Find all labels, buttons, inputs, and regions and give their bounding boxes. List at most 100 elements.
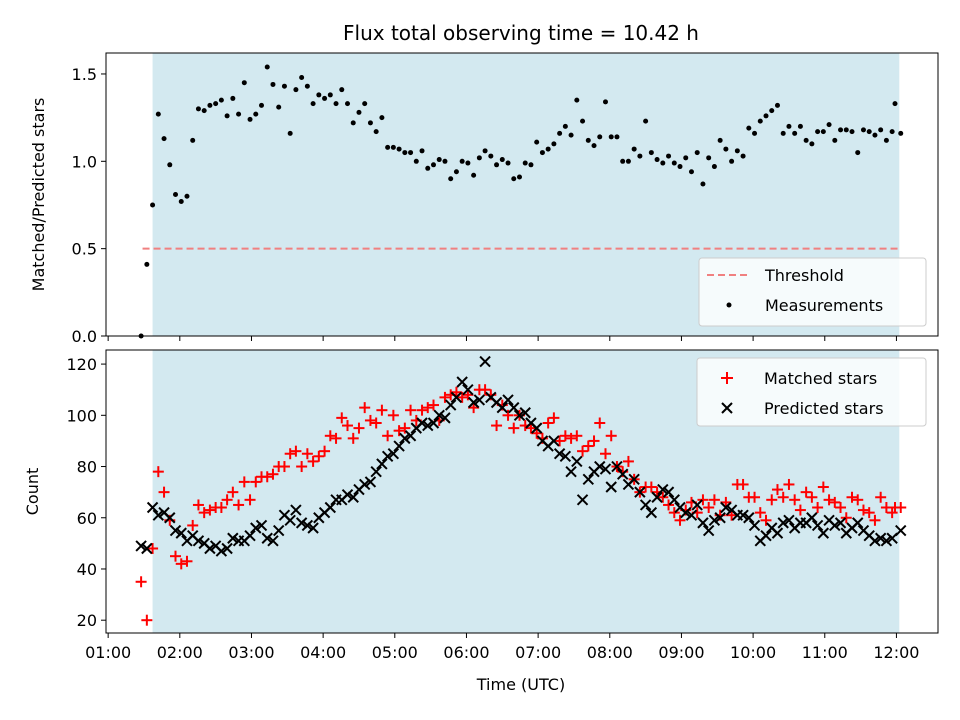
predicted-star-marker <box>691 499 703 511</box>
matched-star-marker <box>645 481 657 493</box>
measurement-point <box>287 130 293 136</box>
predicted-star-marker <box>668 494 680 506</box>
matched-star-marker <box>823 494 835 506</box>
matched-star-marker <box>663 499 675 511</box>
matched-star-marker <box>342 420 354 432</box>
predicted-stars-points <box>135 355 907 557</box>
measurement-point <box>780 130 786 136</box>
bottom-y-tick-label: 40 <box>77 560 97 579</box>
x-tick-label: 11:00 <box>802 643 848 662</box>
predicted-star-marker <box>628 473 640 486</box>
measurement-point <box>201 108 207 114</box>
x-tick-label: 08:00 <box>587 643 633 662</box>
predicted-star-marker <box>364 476 377 488</box>
predicted-star-marker <box>204 542 216 555</box>
matched-star-marker <box>319 445 331 457</box>
measurement-point <box>402 150 408 156</box>
matched-star-marker <box>789 494 801 506</box>
measurement-point <box>849 129 855 135</box>
predicted-star-marker <box>548 435 560 447</box>
predicted-star-marker <box>370 465 382 478</box>
bottom-legend: Matched stars Predicted stars <box>696 357 927 427</box>
measurement-point <box>883 137 889 143</box>
measurement-point <box>345 101 351 107</box>
measurement-point <box>769 108 775 114</box>
measurement-point <box>190 137 196 143</box>
predicted-star-marker <box>743 512 755 524</box>
bottom-y-ticks: 20 40 60 80 100 120 <box>66 355 106 630</box>
matched-star-marker <box>554 435 566 447</box>
measurement-point <box>304 83 310 89</box>
measurement-point <box>448 176 454 182</box>
predicted-star-marker <box>244 529 256 542</box>
measurement-point <box>898 130 904 136</box>
matched-star-marker <box>198 507 210 519</box>
predicted-star-marker <box>662 486 675 498</box>
measurement-point <box>734 148 740 154</box>
predicted-star-marker <box>473 394 486 406</box>
predicted-star-marker <box>811 519 824 532</box>
measurement-point <box>855 150 861 156</box>
measurement-point <box>534 139 540 145</box>
predicted-star-marker <box>387 448 400 460</box>
matched-star-marker <box>382 430 394 442</box>
matched-star-marker <box>233 499 245 511</box>
predicted-star-marker <box>817 527 830 539</box>
predicted-star-marker <box>571 455 583 468</box>
measurement-point <box>706 155 712 161</box>
predicted-star-marker <box>697 517 709 529</box>
measurement-point <box>677 164 683 170</box>
x-tick-label: 04:00 <box>300 643 346 662</box>
bottom-plot-frame <box>105 349 939 634</box>
matched-star-marker <box>364 414 376 426</box>
measurement-point <box>820 129 826 135</box>
measurement-point <box>620 158 626 164</box>
top-y-tick-label: 0.0 <box>72 327 97 346</box>
predicted-star-marker <box>895 524 907 537</box>
measurement-point <box>293 87 299 93</box>
predicted-star-marker <box>135 540 147 552</box>
matched-star-marker <box>863 507 875 519</box>
matched-star-marker <box>347 432 359 444</box>
measurement-point <box>390 144 396 150</box>
predicted-star-marker <box>714 512 726 524</box>
predicted-star-marker <box>639 499 652 511</box>
matched-star-marker <box>261 471 273 483</box>
predicted-star-marker <box>347 491 359 503</box>
predicted-star-marker <box>720 501 732 514</box>
predicted-star-marker <box>513 409 526 422</box>
bottom-x-ticks: 01:00 02:00 03:00 04:00 05:00 06:00 07:00 08:00… <box>85 633 919 662</box>
predicted-star-marker <box>381 450 394 462</box>
measurement-point <box>637 153 643 159</box>
predicted-star-marker <box>422 419 434 432</box>
measurement-point <box>860 127 866 133</box>
matched-star-marker <box>582 440 594 452</box>
measurement-point <box>832 137 838 143</box>
predicted-star-marker <box>433 409 445 422</box>
predicted-star-marker <box>834 517 847 529</box>
predicted-star-marker <box>295 517 308 529</box>
matched-star-marker <box>359 402 371 414</box>
predicted-star-marker <box>651 491 663 503</box>
count-panel: 20 40 60 80 100 120 01:00 02:00 03:00 04:00 05:00… <box>23 349 939 694</box>
predicted-star-marker <box>777 517 789 529</box>
predicted-star-marker <box>582 473 594 486</box>
matched-star-marker <box>508 422 520 434</box>
measurement-point <box>161 136 167 142</box>
matched-star-marker <box>502 409 514 421</box>
measurement-point <box>522 160 528 166</box>
matched-star-marker <box>840 512 852 524</box>
predicted-star-marker <box>708 514 721 527</box>
matched-star-marker <box>594 417 606 429</box>
predicted-star-marker <box>376 458 388 470</box>
matched-star-marker <box>525 422 537 434</box>
measurement-point <box>476 155 482 161</box>
measurement-point <box>797 123 803 129</box>
measurement-point <box>488 153 494 159</box>
measurement-point <box>700 181 706 187</box>
matched-star-marker <box>895 502 907 514</box>
measurement-point <box>580 118 586 124</box>
matched-star-marker <box>783 478 795 490</box>
measurement-point <box>826 122 832 128</box>
matched-star-marker <box>697 494 709 506</box>
